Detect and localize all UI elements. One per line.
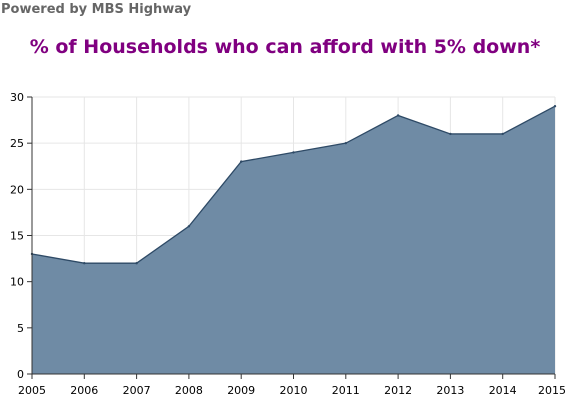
x-tick-label: 2008 (175, 384, 203, 397)
y-tick-label: 30 (10, 91, 24, 104)
y-tick-label: 25 (10, 137, 24, 150)
x-tick-label: 2010 (280, 384, 308, 397)
y-tick-label: 5 (17, 322, 24, 335)
x-tick-label: 2009 (227, 384, 255, 397)
data-point (449, 132, 452, 136)
x-tick-label: 2014 (489, 384, 517, 397)
x-axis-tick-labels: 2005 2006 2007 2008 2009 2010 2011 2012 2013 2014… (18, 384, 566, 397)
y-tick-label: 20 (10, 183, 24, 196)
x-tick-label: 2015 (538, 384, 566, 397)
x-tick-label: 2011 (332, 384, 360, 397)
data-point (501, 132, 504, 136)
y-tick-label: 15 (10, 230, 24, 243)
data-point (240, 160, 243, 163)
x-tick-label: 2012 (384, 384, 412, 397)
data-point (396, 114, 400, 117)
data-point (83, 262, 86, 265)
plot-area (30, 105, 557, 374)
x-tick-label: 2005 (18, 384, 46, 397)
data-point (553, 105, 557, 108)
area-fill (32, 106, 555, 374)
data-point (135, 262, 138, 265)
brand-label: Powered by MBS Highway (1, 2, 192, 17)
x-tick-label: 2013 (436, 384, 464, 397)
y-axis-tick-labels: 0 5 10 15 20 25 30 (10, 91, 24, 381)
y-tick-label: 10 (10, 276, 24, 289)
data-point (292, 151, 295, 154)
y-tick-label: 0 (17, 368, 24, 381)
data-point (187, 225, 191, 228)
axes (27, 96, 556, 379)
chart-title: % of Households who can afford with 5% d… (29, 36, 541, 58)
x-tick-label: 2007 (123, 384, 151, 397)
x-tick-label: 2006 (70, 384, 98, 397)
data-point (344, 141, 347, 145)
